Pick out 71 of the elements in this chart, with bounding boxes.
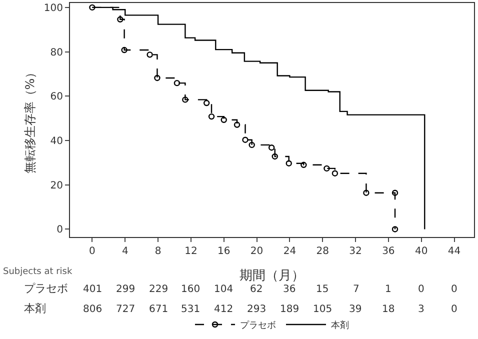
text: 531 xyxy=(181,304,200,315)
x-tick-label: 40 xyxy=(414,246,428,257)
point xyxy=(272,153,278,160)
text: 104 xyxy=(214,284,234,295)
y-tick-label: 60 xyxy=(50,92,63,103)
point xyxy=(89,4,96,11)
text: 229 xyxy=(149,284,168,295)
text: 105 xyxy=(313,304,332,315)
point xyxy=(117,16,124,23)
y-tick-label: 20 xyxy=(50,180,63,192)
x-tick-label: 28 xyxy=(316,246,329,257)
x-tick-label: 16 xyxy=(218,246,230,257)
text: 0 xyxy=(451,304,458,315)
point xyxy=(208,113,215,120)
y-tick-label: 40 xyxy=(50,136,63,148)
x-tick-label: 8 xyxy=(154,246,162,257)
text: 412 xyxy=(214,304,234,315)
point xyxy=(392,226,398,232)
x-tick-label: 36 xyxy=(382,246,395,257)
text: 1 xyxy=(385,284,392,295)
text: 671 xyxy=(149,304,168,315)
text: Subjects at risk xyxy=(3,267,73,277)
x-tick-label: 20 xyxy=(250,246,264,257)
text: 299 xyxy=(116,284,136,295)
point xyxy=(121,46,128,54)
point xyxy=(363,190,370,196)
x-tick-label: 44 xyxy=(448,246,461,257)
point xyxy=(174,80,180,86)
point xyxy=(234,122,240,128)
point xyxy=(203,100,210,106)
point xyxy=(268,144,275,151)
y-tick-label: 0 xyxy=(56,224,63,236)
point xyxy=(182,96,188,103)
point xyxy=(146,52,153,58)
y-tick-label: 80 xyxy=(50,47,63,58)
point xyxy=(286,160,292,166)
text: 727 xyxy=(116,304,136,315)
text: 18 xyxy=(382,304,395,315)
point xyxy=(392,190,398,196)
text: 15 xyxy=(316,284,329,295)
point xyxy=(154,74,160,82)
text: 0 xyxy=(451,284,458,295)
text: 293 xyxy=(247,304,266,315)
text: 189 xyxy=(280,304,300,315)
point xyxy=(248,142,255,148)
x-tick-label: 0 xyxy=(89,246,96,257)
point xyxy=(324,165,330,172)
y-axis-title: 無転移生存率（%） xyxy=(23,66,38,174)
x-tick-label: 12 xyxy=(184,246,198,257)
text: 160 xyxy=(181,284,200,295)
text: 36 xyxy=(283,284,296,295)
legend-label: 本剤 xyxy=(331,320,349,332)
text: 3 xyxy=(418,304,424,315)
text: 39 xyxy=(349,304,362,315)
point xyxy=(332,170,338,176)
y-tick-label: 100 xyxy=(44,2,63,14)
text: 7 xyxy=(353,284,360,295)
text: 0 xyxy=(418,284,424,295)
text: 806 xyxy=(83,304,102,315)
x-tick-label: 24 xyxy=(283,246,296,257)
x-axis-title: 期間（月） xyxy=(240,268,304,284)
text: 401 xyxy=(83,284,102,295)
x-tick-label: 4 xyxy=(122,246,128,257)
point xyxy=(300,162,307,168)
text: プラセボ xyxy=(24,282,68,295)
x-tick-label: 32 xyxy=(349,246,362,257)
point xyxy=(242,136,248,143)
legend-label: プラセボ xyxy=(240,320,276,332)
text: 本剤 xyxy=(24,302,46,315)
text: 62 xyxy=(250,284,263,295)
point xyxy=(220,116,227,123)
